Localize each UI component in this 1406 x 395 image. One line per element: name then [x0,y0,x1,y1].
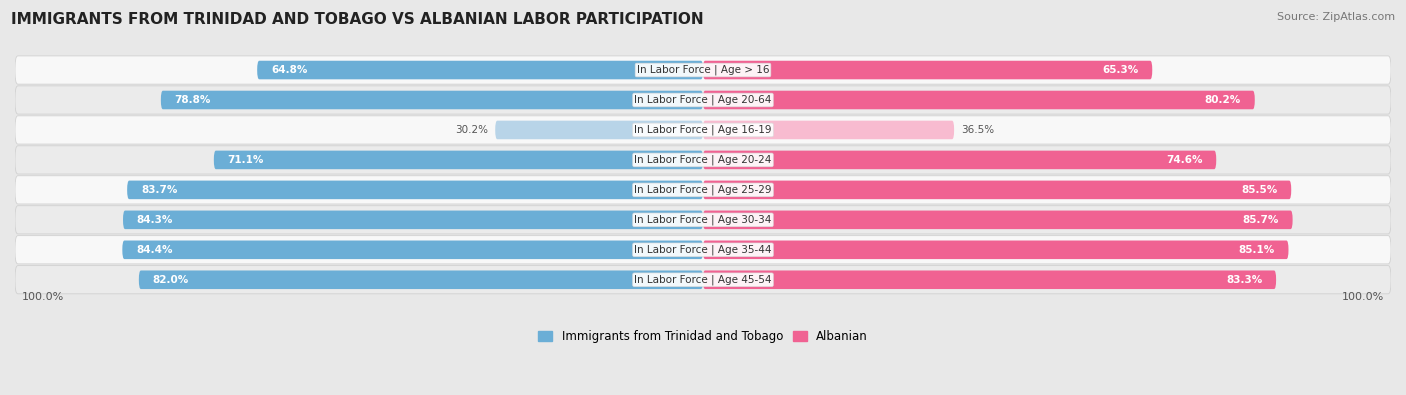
Text: Source: ZipAtlas.com: Source: ZipAtlas.com [1277,12,1395,22]
Text: In Labor Force | Age 35-44: In Labor Force | Age 35-44 [634,245,772,255]
FancyBboxPatch shape [15,176,1391,204]
FancyBboxPatch shape [122,241,703,259]
Text: 36.5%: 36.5% [960,125,994,135]
FancyBboxPatch shape [15,236,1391,264]
Text: 71.1%: 71.1% [228,155,264,165]
FancyBboxPatch shape [160,91,703,109]
Text: 85.7%: 85.7% [1243,215,1279,225]
Text: 80.2%: 80.2% [1205,95,1241,105]
Text: In Labor Force | Age 20-24: In Labor Force | Age 20-24 [634,155,772,165]
Text: 85.5%: 85.5% [1241,185,1278,195]
FancyBboxPatch shape [15,116,1391,144]
FancyBboxPatch shape [703,120,955,139]
Text: In Labor Force | Age 45-54: In Labor Force | Age 45-54 [634,275,772,285]
Text: 100.0%: 100.0% [22,292,65,302]
FancyBboxPatch shape [15,206,1391,234]
Text: In Labor Force | Age 20-64: In Labor Force | Age 20-64 [634,95,772,105]
FancyBboxPatch shape [214,150,703,169]
FancyBboxPatch shape [15,56,1391,84]
FancyBboxPatch shape [15,86,1391,114]
FancyBboxPatch shape [703,181,1291,199]
Text: 74.6%: 74.6% [1166,155,1202,165]
Text: In Labor Force | Age 16-19: In Labor Force | Age 16-19 [634,125,772,135]
FancyBboxPatch shape [15,266,1391,294]
Text: In Labor Force | Age > 16: In Labor Force | Age > 16 [637,65,769,75]
Text: 64.8%: 64.8% [271,65,308,75]
Text: 85.1%: 85.1% [1239,245,1275,255]
Text: 65.3%: 65.3% [1102,65,1139,75]
Text: 30.2%: 30.2% [456,125,488,135]
FancyBboxPatch shape [703,271,1277,289]
FancyBboxPatch shape [703,61,1153,79]
Text: 84.3%: 84.3% [136,215,173,225]
FancyBboxPatch shape [122,211,703,229]
Text: 83.7%: 83.7% [141,185,177,195]
FancyBboxPatch shape [127,181,703,199]
Text: 83.3%: 83.3% [1226,275,1263,285]
FancyBboxPatch shape [257,61,703,79]
FancyBboxPatch shape [703,150,1216,169]
Text: 82.0%: 82.0% [153,275,188,285]
Text: 78.8%: 78.8% [174,95,211,105]
FancyBboxPatch shape [703,241,1288,259]
Text: In Labor Force | Age 30-34: In Labor Force | Age 30-34 [634,214,772,225]
FancyBboxPatch shape [703,91,1254,109]
FancyBboxPatch shape [15,146,1391,174]
Legend: Immigrants from Trinidad and Tobago, Albanian: Immigrants from Trinidad and Tobago, Alb… [533,325,873,348]
FancyBboxPatch shape [703,211,1292,229]
FancyBboxPatch shape [139,271,703,289]
FancyBboxPatch shape [495,120,703,139]
Text: IMMIGRANTS FROM TRINIDAD AND TOBAGO VS ALBANIAN LABOR PARTICIPATION: IMMIGRANTS FROM TRINIDAD AND TOBAGO VS A… [11,12,704,27]
Text: 84.4%: 84.4% [136,245,173,255]
Text: In Labor Force | Age 25-29: In Labor Force | Age 25-29 [634,184,772,195]
Text: 100.0%: 100.0% [1341,292,1384,302]
